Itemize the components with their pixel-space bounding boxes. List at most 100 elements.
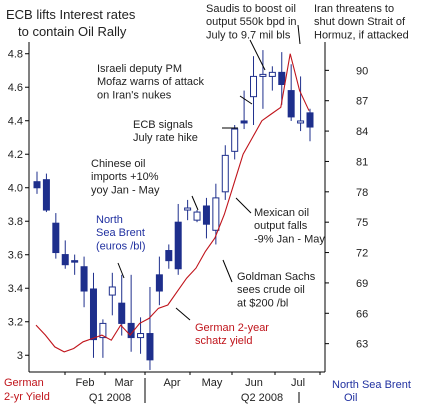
annotation-line: Israeli deputy PM bbox=[97, 63, 182, 75]
annotation-text: ECB signals July rate hike bbox=[133, 119, 198, 144]
brent-candle bbox=[193, 210, 201, 223]
x-month-label: Feb bbox=[76, 377, 95, 389]
annotation-text: Goldman Sachs sees crude oil at $200 /bl bbox=[237, 271, 316, 309]
candle-body bbox=[306, 112, 314, 128]
left-tick-label: 4.2 bbox=[8, 149, 23, 161]
brent-candle bbox=[268, 66, 276, 91]
candle-body bbox=[155, 274, 163, 292]
brent-candle bbox=[287, 64, 295, 121]
candle-body bbox=[33, 181, 41, 189]
annotation-pointer-line bbox=[117, 262, 125, 279]
annotation-text: Chinese oil imports +10% yoy Jan - May bbox=[91, 158, 160, 196]
brent-candle bbox=[259, 50, 267, 109]
brent-candle bbox=[89, 272, 97, 358]
x-month-label: May bbox=[202, 377, 223, 389]
annotation-line: July to 9.7 mil bls bbox=[206, 29, 291, 41]
annotation-line: Hormuz, if attacked bbox=[314, 29, 409, 41]
left-tick-label: 3.8 bbox=[8, 216, 23, 228]
annotation-line: on Iran's nukes bbox=[97, 89, 172, 101]
x-quarter-label: Q1 2008 bbox=[89, 392, 131, 404]
left-axis-label-line-1: German bbox=[4, 377, 44, 389]
annotation-line: imports +10% bbox=[91, 171, 159, 183]
candle-body bbox=[287, 90, 295, 118]
annotation-text: Saudis to boost oil output 550k bpd in Jul… bbox=[206, 3, 297, 41]
right-tick-label: 78 bbox=[356, 187, 368, 199]
candle-body bbox=[137, 333, 145, 339]
brent-candle bbox=[184, 199, 192, 221]
candle-body bbox=[184, 207, 192, 211]
brent-candle bbox=[80, 256, 88, 308]
brent-candle bbox=[306, 108, 314, 142]
brent-candle bbox=[221, 145, 229, 200]
candle-body bbox=[221, 154, 229, 193]
candle-body bbox=[80, 266, 88, 292]
right-tick-label: 63 bbox=[356, 339, 368, 351]
annotation-pointer-line bbox=[222, 259, 233, 283]
annotation-line: Chinese oil bbox=[91, 158, 145, 170]
brent-candle bbox=[278, 52, 286, 105]
yield-line bbox=[35, 53, 310, 353]
annotation-pointer-line bbox=[249, 39, 266, 71]
right-axis-label-line-1: North Sea Brent bbox=[332, 379, 411, 391]
candle-body bbox=[240, 120, 248, 124]
candle-body bbox=[174, 221, 182, 270]
brent-candle bbox=[52, 213, 60, 259]
brent-candle bbox=[71, 254, 79, 275]
brent-candle bbox=[165, 244, 173, 269]
right-tick-label: 90 bbox=[356, 65, 368, 77]
x-month-label: Mar bbox=[115, 377, 134, 389]
left-axis-ticks: 3 3.2 3.4 3.6 3.8 4.0 4.2 4.4 4.6 4.8 bbox=[8, 49, 29, 362]
chart-title-line-2: to contain Oil Rally bbox=[18, 24, 127, 39]
left-tick-label: 4.0 bbox=[8, 183, 23, 195]
brent-candle bbox=[174, 203, 182, 275]
x-axis-ticks: Feb Mar Apr May Jun Jul Q1 2008 Q2 2008 bbox=[64, 372, 321, 404]
candle-body bbox=[108, 286, 116, 296]
brent-candle bbox=[155, 256, 163, 306]
candle-body bbox=[118, 302, 126, 324]
right-tick-label: 81 bbox=[356, 156, 368, 168]
x-quarter-label: Q2 2008 bbox=[241, 392, 283, 404]
left-tick-label: 4.4 bbox=[8, 116, 23, 128]
x-month-label: Jun bbox=[245, 377, 263, 389]
candle-body bbox=[297, 120, 305, 124]
annotation-text: North Sea Brent (euros /bl) bbox=[96, 214, 146, 252]
candle-body bbox=[259, 73, 267, 77]
annotation-line: Mofaz warns of attack bbox=[97, 76, 204, 88]
annotation-text: Mexican oil output falls -9% Jan - May bbox=[254, 207, 325, 245]
candle-body bbox=[52, 222, 60, 254]
candle-body bbox=[202, 205, 210, 225]
annotation-line: Sea Brent bbox=[96, 227, 145, 239]
left-tick-label: 4.6 bbox=[8, 82, 23, 94]
left-tick-label: 3.2 bbox=[8, 317, 23, 329]
candle-body bbox=[146, 333, 154, 361]
candle-body bbox=[71, 260, 79, 263]
left-axis-label-line-2: 2-yr Yield bbox=[4, 391, 50, 403]
candle-body bbox=[231, 128, 239, 152]
annotation-pointers bbox=[117, 24, 301, 321]
annotation-line: yoy Jan - May bbox=[91, 184, 160, 196]
candle-body bbox=[99, 322, 107, 339]
right-axis-ticks: 63 66 69 72 75 78 81 84 87 90 bbox=[325, 65, 368, 351]
candle-body bbox=[278, 71, 286, 86]
candle-body bbox=[250, 75, 258, 98]
left-tick-label: 4.8 bbox=[8, 49, 23, 61]
annotation-pointer-line bbox=[235, 197, 252, 214]
annotation-line: North bbox=[96, 214, 123, 226]
brent-candle bbox=[61, 240, 69, 269]
right-tick-label: 87 bbox=[356, 96, 368, 108]
annotation-line: German 2-year bbox=[195, 322, 269, 334]
right-axis-label-line-2: Oil bbox=[344, 392, 357, 404]
brent-candle bbox=[99, 319, 107, 358]
annotation-text: German 2-year schatz yield bbox=[195, 322, 269, 347]
right-tick-label: 69 bbox=[356, 278, 368, 290]
annotation-line: Iran threatens to bbox=[314, 3, 394, 15]
brent-candle bbox=[108, 272, 116, 316]
annotation-line: at $200 /bl bbox=[237, 297, 288, 309]
candle-body bbox=[212, 197, 220, 231]
annotation-line: output 550k bpd in bbox=[206, 16, 297, 28]
right-tick-label: 84 bbox=[356, 126, 368, 138]
brent-candle bbox=[33, 171, 41, 194]
x-month-label: Jul bbox=[291, 377, 305, 389]
right-tick-label: 72 bbox=[356, 248, 368, 260]
